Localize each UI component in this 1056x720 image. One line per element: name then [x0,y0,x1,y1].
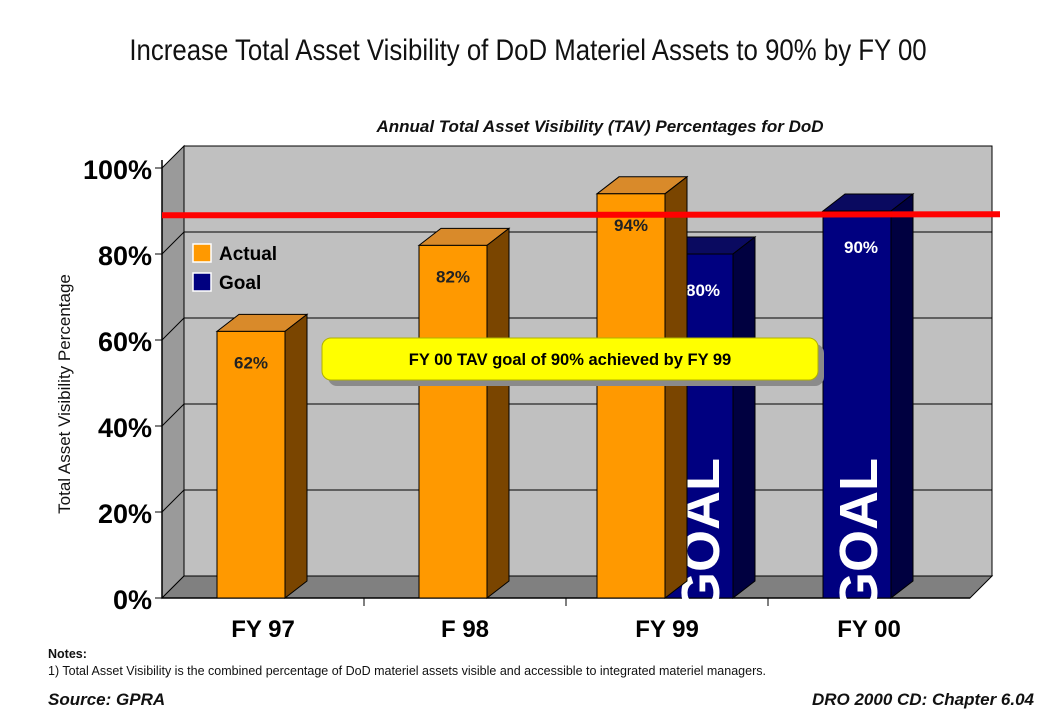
gridline-side [161,231,185,255]
y-tick-label: 0% [113,585,152,615]
notes-heading: Notes: [48,647,87,661]
note-item: 1) Total Asset Visibility is the combine… [48,664,766,678]
actual-bar [596,193,666,599]
actual-data-label: 62% [234,353,268,372]
actual-bar [216,330,286,599]
reference-text: DRO 2000 CD: Chapter 6.04 [811,690,1034,709]
goal-bar-side [890,192,914,600]
gridline-side [161,317,185,341]
annotation-text: FY 00 TAV goal of 90% achieved by FY 99 [409,351,731,369]
source-text: Source: GPRA [48,690,166,709]
y-tick-label: 60% [98,327,152,357]
actual-bar-side [664,175,688,600]
y-tick-label: 80% [98,241,152,271]
x-tick-label: FY 97 [231,616,295,643]
x-tick-label: FY 99 [635,616,699,643]
gridline-side [161,403,185,427]
actual-bar-side [486,227,510,600]
legend-label-goal: Goal [219,273,261,294]
y-tick-label: 100% [83,155,152,185]
actual-data-label: 82% [436,267,470,286]
goal-reference-line [161,211,1001,219]
legend-label-actual: Actual [219,244,277,265]
page-title: Increase Total Asset Visibility of DoD M… [129,34,927,67]
goal-bar-text: GOAL [829,458,889,614]
y-axis-label: Total Asset Visibility Percentage [55,274,74,514]
notes: Notes: 1) Total Asset Visibility is the … [48,646,766,680]
gridline-side [161,489,185,513]
annotation-box [321,337,819,381]
goal-data-label: 80% [686,281,720,300]
y-tick-label: 20% [98,499,152,529]
goal-bar-side [732,235,756,600]
legend-swatch-goal [192,272,212,292]
goal-bar [822,210,892,599]
actual-data-label: 94% [614,216,648,235]
actual-bar [418,244,488,599]
chart-subtitle: Annual Total Asset Visibility (TAV) Perc… [375,117,823,136]
legend-swatch-actual [192,243,212,263]
y-tick-label: 40% [98,413,152,443]
actual-bar-side [284,313,308,600]
x-tick-label: F 98 [441,616,489,643]
x-tick-label: FY 00 [837,616,901,643]
goal-data-label: 90% [844,238,878,257]
